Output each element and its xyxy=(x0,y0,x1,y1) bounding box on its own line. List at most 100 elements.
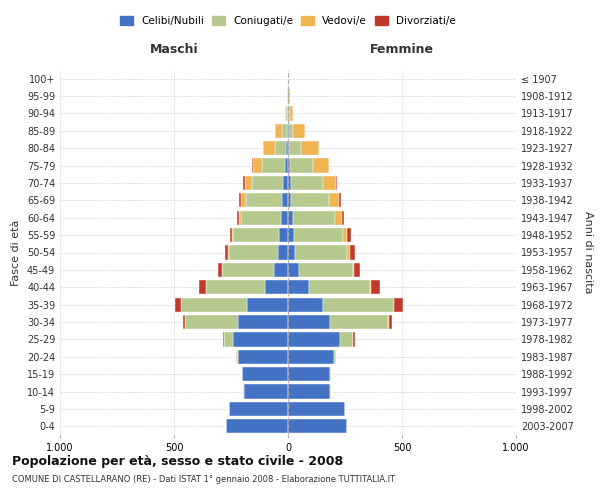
Bar xyxy=(274,263,288,277)
Bar xyxy=(347,246,350,260)
Bar xyxy=(233,332,288,346)
Y-axis label: Anni di nascita: Anni di nascita xyxy=(583,211,593,294)
Bar xyxy=(288,263,299,277)
Bar xyxy=(278,246,288,260)
Bar xyxy=(284,158,288,172)
Bar xyxy=(183,315,185,329)
Bar xyxy=(238,350,288,364)
Bar xyxy=(281,210,288,225)
Bar xyxy=(354,263,360,277)
Bar xyxy=(262,158,284,172)
Bar xyxy=(275,141,286,156)
Bar xyxy=(239,210,241,225)
Bar xyxy=(241,193,246,208)
Bar xyxy=(275,124,283,138)
Bar xyxy=(233,228,279,242)
Bar xyxy=(289,124,293,138)
Bar xyxy=(288,124,289,138)
Bar xyxy=(286,106,287,120)
Bar xyxy=(225,246,228,260)
Bar xyxy=(247,298,288,312)
Bar xyxy=(341,210,344,225)
Bar xyxy=(288,228,294,242)
Bar xyxy=(242,367,288,382)
Bar xyxy=(289,106,290,120)
Bar xyxy=(334,350,336,364)
Bar xyxy=(288,176,291,190)
Bar xyxy=(288,280,308,294)
Bar xyxy=(308,280,370,294)
Bar xyxy=(265,280,288,294)
Bar xyxy=(287,124,288,138)
Bar xyxy=(340,332,353,346)
Bar xyxy=(294,228,343,242)
Bar xyxy=(288,384,330,398)
Bar xyxy=(288,141,289,156)
Legend: Celibi/Nubili, Coniugati/e, Vedovi/e, Divorziati/e: Celibi/Nubili, Coniugati/e, Vedovi/e, Di… xyxy=(117,13,459,30)
Bar xyxy=(288,193,292,208)
Bar xyxy=(238,315,288,329)
Bar xyxy=(286,141,288,156)
Bar xyxy=(288,332,340,346)
Bar xyxy=(229,246,278,260)
Bar xyxy=(289,141,301,156)
Bar xyxy=(175,298,181,312)
Bar xyxy=(389,315,392,329)
Bar xyxy=(371,280,380,294)
Bar xyxy=(340,193,341,208)
Bar xyxy=(290,158,313,172)
Bar xyxy=(353,332,355,346)
Bar xyxy=(335,210,341,225)
Bar xyxy=(246,193,283,208)
Bar xyxy=(181,298,247,312)
Bar xyxy=(288,419,347,434)
Bar xyxy=(288,315,330,329)
Bar xyxy=(299,263,353,277)
Bar xyxy=(226,419,288,434)
Bar xyxy=(293,124,305,138)
Bar xyxy=(291,176,323,190)
Bar xyxy=(323,176,337,190)
Bar xyxy=(284,106,286,120)
Bar xyxy=(290,106,293,120)
Bar xyxy=(224,332,233,346)
Bar xyxy=(288,158,290,172)
Bar xyxy=(347,228,351,242)
Text: Maschi: Maschi xyxy=(149,43,199,56)
Bar xyxy=(283,193,288,208)
Bar xyxy=(329,193,340,208)
Bar xyxy=(353,263,354,277)
Bar xyxy=(288,350,334,364)
Text: COMUNE DI CASTELLARANO (RE) - Dati ISTAT 1° gennaio 2008 - Elaborazione TUTTITAL: COMUNE DI CASTELLARANO (RE) - Dati ISTAT… xyxy=(12,475,395,484)
Bar xyxy=(244,384,288,398)
Bar xyxy=(229,402,288,416)
Bar xyxy=(230,228,232,242)
Bar xyxy=(218,263,221,277)
Bar xyxy=(301,141,319,156)
Bar xyxy=(232,228,233,242)
Bar xyxy=(185,315,238,329)
Bar xyxy=(313,158,329,172)
Bar xyxy=(279,228,288,242)
Bar xyxy=(323,298,394,312)
Bar xyxy=(199,280,206,294)
Bar xyxy=(222,263,274,277)
Bar xyxy=(241,210,281,225)
Bar xyxy=(295,246,347,260)
Bar xyxy=(289,89,290,103)
Bar xyxy=(251,176,283,190)
Bar xyxy=(293,210,335,225)
Bar xyxy=(253,158,262,172)
Bar xyxy=(288,246,295,260)
Bar xyxy=(330,315,388,329)
Bar xyxy=(237,210,239,225)
Bar xyxy=(283,124,287,138)
Bar xyxy=(288,367,330,382)
Bar xyxy=(350,246,355,260)
Bar xyxy=(288,402,345,416)
Bar xyxy=(343,228,347,242)
Bar xyxy=(292,193,329,208)
Bar xyxy=(239,193,241,208)
Bar xyxy=(288,298,323,312)
Text: Femmine: Femmine xyxy=(370,43,434,56)
